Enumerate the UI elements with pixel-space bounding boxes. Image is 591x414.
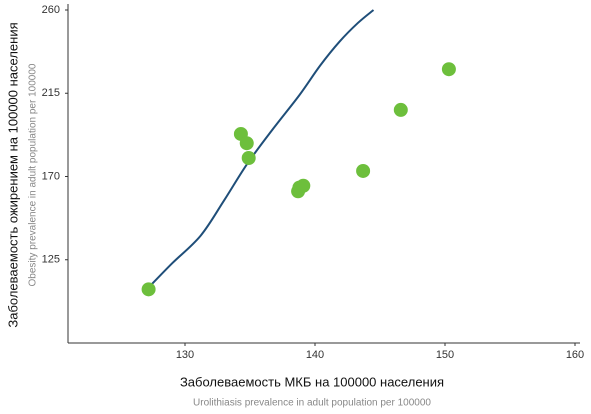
point xyxy=(441,62,456,77)
fit-curve xyxy=(147,9,375,289)
y-tick-label: 170 xyxy=(42,170,60,182)
x-tick-label: 150 xyxy=(436,349,454,361)
point xyxy=(239,136,254,151)
point xyxy=(356,163,371,178)
y-axis-title: Заболеваемость ожирением на 100000 насел… xyxy=(5,22,20,327)
y-tick-label: 125 xyxy=(42,254,60,266)
point xyxy=(296,178,311,193)
point xyxy=(393,102,408,117)
point xyxy=(141,282,156,297)
x-tick-label: 140 xyxy=(306,349,324,361)
point xyxy=(241,151,256,165)
y-tick-label: 215 xyxy=(42,87,60,99)
x-axis-title: Заболеваемость МКБ на 100000 населения xyxy=(180,374,444,389)
x-axis-subtitle: Urolithiasis prevalence in adult populat… xyxy=(193,398,431,409)
y-axis-subtitle: Obesity prevalence in adult population p… xyxy=(28,63,39,286)
x-tick-label: 160 xyxy=(566,349,584,361)
x-tick-label: 130 xyxy=(176,349,194,361)
y-tick-label: 260 xyxy=(42,4,60,16)
